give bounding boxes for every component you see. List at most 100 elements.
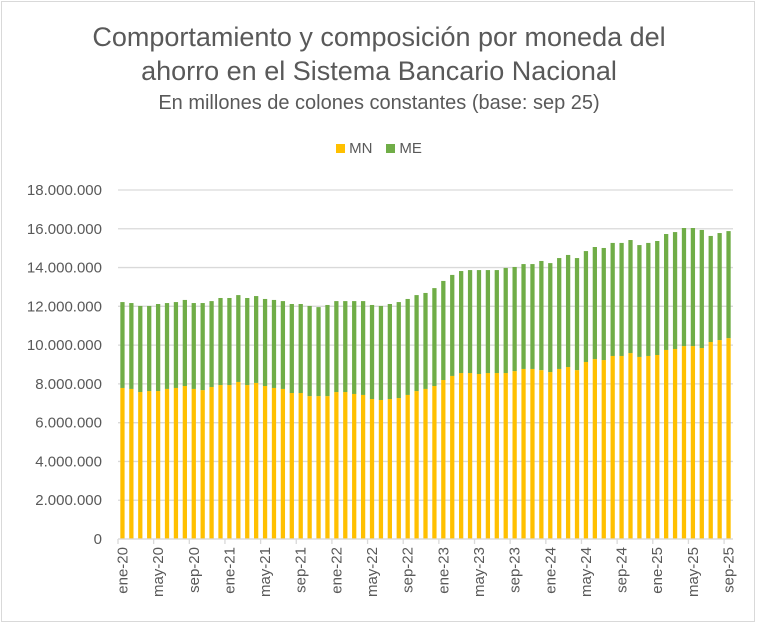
bar-mn	[521, 368, 526, 539]
bar-mn	[316, 396, 321, 539]
bar-me	[334, 301, 339, 393]
bar-me	[690, 228, 696, 347]
x-tick-label: ene-21	[221, 547, 238, 594]
bar-mn	[476, 374, 482, 539]
bar-mn	[236, 381, 241, 539]
x-tick-label: sep-25	[721, 547, 738, 593]
bar-mn	[280, 388, 286, 539]
bar-mn	[138, 392, 143, 539]
bar-me	[476, 270, 482, 375]
bar-me	[289, 304, 294, 394]
bar-mn	[699, 348, 704, 539]
x-tick-label: sep-20	[186, 547, 203, 593]
bar-mn	[548, 372, 553, 539]
bar-mn	[681, 346, 687, 539]
chart-title-line-1: Comportamiento y composición por moneda …	[92, 22, 666, 52]
bar-me	[316, 307, 321, 397]
bar-mn	[459, 373, 464, 539]
bar-mn	[557, 368, 562, 539]
bar-me	[254, 296, 259, 383]
bar-mn	[485, 373, 491, 539]
bar-me	[155, 304, 161, 392]
bar-me	[129, 303, 134, 389]
bar-mn	[717, 340, 722, 539]
x-tick-label: may-20	[150, 547, 167, 597]
bar-mn	[396, 398, 401, 539]
bar-mn	[432, 386, 437, 539]
bar-me	[432, 288, 437, 387]
bar-me	[459, 271, 464, 374]
bar-mn	[583, 361, 589, 539]
bar-mn	[610, 355, 615, 539]
bar-me	[672, 232, 678, 349]
bar-me	[343, 301, 348, 393]
bar-me	[227, 297, 232, 386]
x-tick-label: sep-24	[614, 547, 631, 593]
bar-me	[655, 240, 660, 355]
bar-mn	[637, 356, 642, 539]
x-tick-label: ene-22	[328, 547, 345, 594]
bar-mn	[360, 394, 366, 539]
bar-me	[387, 304, 392, 400]
x-tick-label: sep-23	[507, 547, 524, 593]
bar-me	[699, 229, 704, 349]
bar-me	[619, 242, 624, 356]
bar-mn	[254, 382, 259, 539]
x-tick-label: may-24	[578, 547, 595, 597]
x-tick-label: may-25	[685, 547, 702, 597]
bar-me	[352, 301, 357, 394]
bar-mn	[690, 346, 696, 539]
bar-mn	[334, 392, 339, 539]
bar-me	[200, 303, 205, 391]
bar-me	[664, 234, 669, 350]
bar-mn	[565, 367, 571, 539]
bar-mn	[218, 385, 223, 539]
bar-me	[467, 270, 473, 374]
bar-mn	[423, 388, 428, 539]
bar-me	[245, 297, 250, 386]
chart-subtitle: En millones de colones constantes (base:…	[158, 92, 600, 114]
bar-mn	[450, 375, 455, 539]
y-tick-label: 8.000.000	[35, 376, 102, 393]
bar-me	[441, 280, 446, 381]
bar-mn	[503, 373, 508, 539]
bar-me	[182, 299, 187, 387]
legend-swatch-me	[386, 144, 396, 153]
bar-me	[378, 305, 384, 400]
bar-mn	[173, 387, 179, 539]
legend-swatch-mn	[336, 144, 346, 153]
bar-mn	[441, 380, 446, 539]
bar-mn	[494, 373, 499, 539]
bar-mn	[325, 396, 330, 539]
bar-mn	[262, 386, 268, 539]
y-tick-label: 0	[94, 531, 102, 548]
bar-me	[610, 242, 615, 356]
y-tick-label: 10.000.000	[27, 337, 102, 354]
bar-mn	[708, 342, 713, 539]
bar-me	[280, 301, 286, 389]
bar-mn	[271, 387, 277, 539]
bars	[120, 228, 731, 539]
bar-mn	[200, 390, 205, 539]
y-tick-label: 2.000.000	[35, 492, 102, 509]
bar-me	[173, 302, 179, 388]
bar-me	[565, 254, 571, 368]
bar-me	[512, 266, 517, 372]
bar-mn	[512, 371, 517, 539]
bar-mn	[155, 391, 161, 539]
bar-mn	[619, 355, 624, 539]
bar-me	[601, 247, 606, 361]
bar-mn	[539, 370, 544, 539]
y-tick-label: 12.000.000	[27, 298, 102, 315]
bar-mn	[227, 385, 232, 539]
bar-mn	[369, 399, 375, 539]
bar-me	[325, 304, 330, 397]
y-tick-label: 14.000.000	[27, 260, 102, 277]
y-tick-label: 4.000.000	[35, 453, 102, 470]
bar-me	[360, 301, 366, 395]
bar-me	[494, 270, 499, 374]
bar-me	[681, 228, 687, 347]
bar-mn	[726, 338, 731, 539]
bar-me	[530, 264, 535, 369]
x-axis: ene-20 may-20 sep-20 ene-21 may-21 sep-21 ene-…	[114, 538, 738, 597]
